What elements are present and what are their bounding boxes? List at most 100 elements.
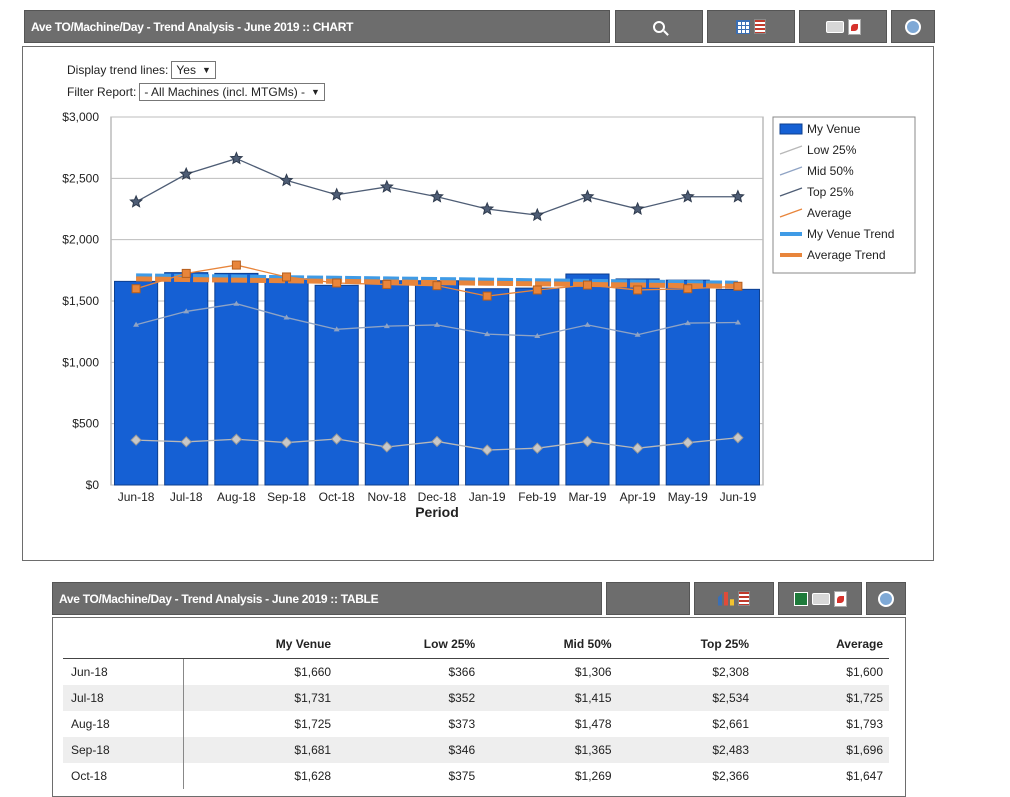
y-tick-label: $2,000 <box>62 233 99 247</box>
marker-top-25 <box>430 189 444 203</box>
bar-my-venue <box>615 278 660 486</box>
bar-my-venue <box>114 280 159 486</box>
table-cell: $375 <box>448 769 476 783</box>
table-body: Jun-18 $1,660 $366 $1,306 $2,308 $1,600 Jul-18… <box>63 658 889 789</box>
marker-low-25 <box>180 436 192 448</box>
table-cell: $2,366 <box>712 769 750 783</box>
legend-swatch <box>779 145 803 155</box>
table-row: Jul-18 $1,731 $352 $1,415 $2,534 $1,725 <box>63 685 889 711</box>
bar-my-venue <box>715 288 760 486</box>
chart-print-pdf-button[interactable] <box>799 10 887 43</box>
table-cell: $1,725 <box>294 717 332 731</box>
table-cell: $2,308 <box>712 665 750 679</box>
chart-legend: My Venue Low 25% Mid 50% Top 25% Average My V… <box>772 116 916 274</box>
y-tick-label: $2,500 <box>62 171 99 185</box>
marker-low-25 <box>381 441 393 453</box>
table-cell: $1,600 <box>846 665 883 679</box>
x-tick-label: Nov-18 <box>368 490 407 504</box>
legend-swatch <box>779 123 803 135</box>
x-axis-title: Period <box>415 504 459 520</box>
table-cell: $366 <box>448 665 476 679</box>
chart-panel-title: Ave TO/Machine/Day - Trend Analysis - Ju… <box>24 10 610 43</box>
marker-average <box>532 285 542 295</box>
marker-top-25 <box>730 189 745 203</box>
filter-report-control: Filter Report: - All Machines (incl. MTG… <box>67 83 325 101</box>
filter-report-select[interactable]: - All Machines (incl. MTGMs) - ▼ <box>139 83 325 101</box>
marker-top-25 <box>229 151 244 165</box>
bar-my-venue <box>314 284 359 486</box>
table-cell: $1,696 <box>755 737 889 763</box>
marker-top-25 <box>680 189 695 203</box>
legend-entry: My Venue <box>807 122 861 136</box>
marker-average <box>683 284 693 294</box>
table-cell: $1,415 <box>481 685 618 711</box>
table-cell: Jun-18 <box>63 658 185 685</box>
table-cell: $1,478 <box>574 717 612 731</box>
bar-my-venue <box>364 280 409 486</box>
table-row: Jun-18 $1,660 $366 $1,306 $2,308 $1,600 <box>63 658 889 685</box>
table-cell: $2,483 <box>617 737 756 763</box>
x-tick-label: Jun-18 <box>118 490 155 504</box>
list-icon <box>754 19 766 34</box>
list-icon <box>738 591 750 606</box>
y-tick-label: $500 <box>72 417 99 431</box>
chart-search-button[interactable] <box>615 10 703 43</box>
table-spacer-button[interactable] <box>606 582 690 615</box>
legend-entry: My Venue Trend <box>807 227 894 241</box>
table-panel: My Venue Low 25% Mid 50% Top 25% Average Jun… <box>52 617 906 797</box>
table-cell: $1,660 <box>294 665 332 679</box>
bar-my-venue <box>214 272 259 486</box>
table-cell: $2,534 <box>617 685 756 711</box>
table-view-chart-button[interactable] <box>694 582 774 615</box>
marker-mid-50 <box>183 308 190 314</box>
print-icon <box>811 592 830 605</box>
legend-entry: Low 25% <box>807 143 857 157</box>
table-help-button[interactable] <box>866 582 906 615</box>
marker-mid-50 <box>434 321 440 327</box>
excel-icon <box>793 591 808 606</box>
table-cell: $1,725 <box>755 685 889 711</box>
filter-report-value: - All Machines (incl. MTGMs) - <box>144 85 306 99</box>
marker-average <box>181 268 191 278</box>
trend-lines-select[interactable]: Yes ▼ <box>171 61 216 79</box>
marker-top-25 <box>630 201 645 215</box>
table-cell: $1,731 <box>183 685 338 711</box>
legend-entry: Mid 50% <box>807 164 854 178</box>
bar-my-venue <box>164 272 209 486</box>
table-cell: Oct-18 <box>63 763 185 789</box>
marker-average <box>382 279 392 289</box>
marker-mid-50 <box>283 314 290 320</box>
marker-average <box>432 281 442 291</box>
marker-average <box>733 281 743 291</box>
marker-low-25 <box>280 436 293 449</box>
chart-help-button[interactable] <box>891 10 935 43</box>
table-header-row: My Venue Low 25% Mid 50% Top 25% Average <box>63 630 889 659</box>
marker-average <box>282 272 292 282</box>
marker-top-25 <box>379 179 394 193</box>
marker-mid-50 <box>534 332 541 338</box>
x-tick-label: Sep-18 <box>267 490 306 504</box>
pdf-icon <box>833 590 847 607</box>
column-header: Top 25% <box>617 630 756 659</box>
table-cell: $1,793 <box>846 717 883 731</box>
bar-my-venue <box>414 280 460 486</box>
table-cell: $373 <box>448 717 476 731</box>
marker-low-25 <box>732 432 744 444</box>
bar-my-venue <box>665 279 710 486</box>
marker-average <box>231 260 241 270</box>
table-cell: $1,628 <box>294 769 332 783</box>
table-cell: $2,661 <box>712 717 750 731</box>
chart-view-table-button[interactable] <box>707 10 795 43</box>
x-tick-label: Apr-19 <box>620 490 656 504</box>
marker-low-25 <box>581 435 594 448</box>
column-header <box>63 630 184 659</box>
y-tick-label: $1,000 <box>62 355 99 369</box>
help-icon <box>905 18 921 35</box>
bar-my-venue <box>515 287 560 486</box>
x-tick-label: May-19 <box>668 490 708 504</box>
table-cell: $1,365 <box>481 737 618 763</box>
marker-top-25 <box>129 194 144 208</box>
marker-mid-50 <box>484 331 491 337</box>
marker-top-25 <box>179 166 194 181</box>
table-export-button[interactable] <box>778 582 862 615</box>
